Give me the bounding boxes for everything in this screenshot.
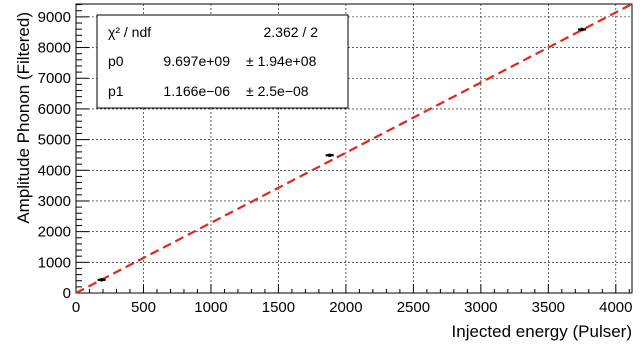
y-axis-label: Amplitude Phonon (Filtered)	[14, 12, 33, 224]
stats-p1-name: p1	[108, 83, 124, 99]
y-tick-label: 5000	[38, 132, 71, 149]
y-tick-label: 4000	[38, 162, 71, 179]
y-tick-label: 8000	[38, 40, 71, 57]
y-tick-label: 7000	[38, 70, 71, 87]
fit-stats-box: χ² / ndf 2.362 / 2 p0 9.697e+09 ± 1.94e+…	[96, 14, 349, 109]
x-tick-label: 1000	[194, 299, 227, 316]
x-tick-label: 2500	[397, 299, 430, 316]
stats-p0-value: 9.697e+09	[163, 53, 230, 69]
x-tick-label: 4000	[599, 299, 632, 316]
x-tick-label: 3000	[464, 299, 497, 316]
stats-p1-value: 1.166e−06	[163, 83, 230, 99]
stats-chi2-name: χ² / ndf	[108, 24, 151, 40]
y-tick-label: 6000	[38, 101, 71, 118]
y-tick-label: 3000	[38, 193, 71, 210]
stats-p1-error: ± 2.5e−08	[246, 83, 309, 99]
y-tick-label: 2000	[38, 224, 71, 241]
fit-line	[75, 3, 633, 294]
y-axis: 0 1000 2000 3000 4000 5000 6000 7000 8000 9000	[38, 4, 89, 302]
plot-frame	[75, 3, 633, 294]
fit-line-layer	[75, 3, 633, 294]
x-tick-label: 0	[72, 299, 80, 316]
stats-p0-name: p0	[108, 53, 124, 69]
data-point	[325, 153, 334, 158]
y-tick-label: 1000	[38, 254, 71, 271]
x-axis-label: Injected energy (Pulser)	[452, 322, 632, 341]
x-tick-label: 1500	[262, 299, 295, 316]
data-point	[97, 278, 106, 282]
y-tick-label: 9000	[38, 9, 71, 26]
stats-chi2-value: 2.362 / 2	[264, 24, 319, 40]
x-tick-label: 3500	[532, 299, 565, 316]
x-axis: 0 500 1000 1500 2000 2500 3000 3500 4000	[72, 284, 632, 316]
stats-box-frame	[96, 14, 349, 109]
data-point	[578, 27, 587, 32]
x-tick-label: 500	[131, 299, 156, 316]
y-tick-label: 0	[63, 285, 71, 302]
data-points-layer	[97, 27, 587, 282]
x-tick-label: 2000	[329, 299, 362, 316]
stats-p0-error: ± 1.94e+08	[246, 53, 317, 69]
